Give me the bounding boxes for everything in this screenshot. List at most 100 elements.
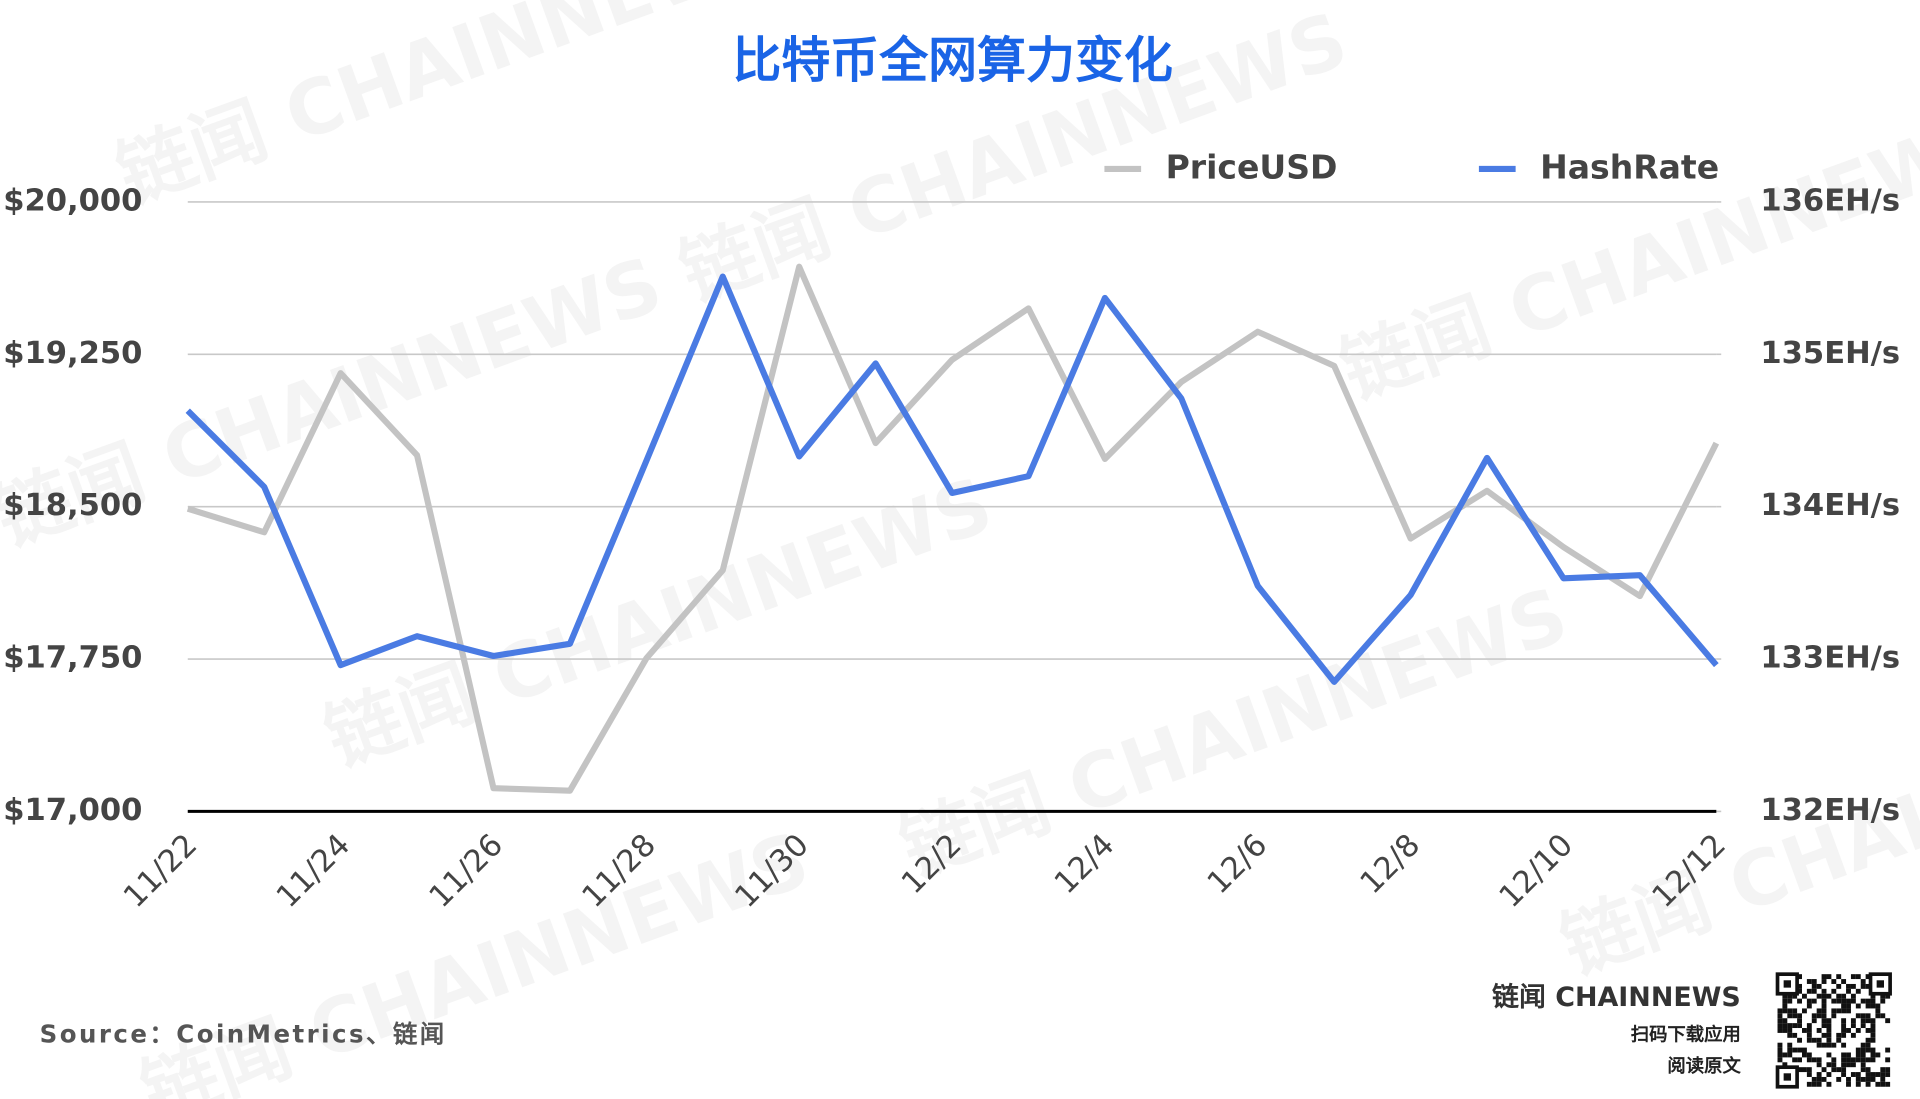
qr-cell [1846, 998, 1851, 1004]
qr-cell [1816, 1057, 1822, 1063]
qr-cell [1836, 998, 1842, 1004]
qr-cell [1826, 1081, 1832, 1087]
qr-cell [1865, 1076, 1871, 1082]
qr-cell [1797, 1023, 1802, 1029]
qr-cell [1860, 1057, 1866, 1063]
qr-cell [1885, 993, 1891, 999]
qr-cell [1777, 1057, 1783, 1063]
qr-cell [1865, 1028, 1871, 1033]
qr-cell [1841, 1023, 1847, 1029]
qr-cell [1841, 979, 1847, 984]
qr-cell [1806, 1072, 1812, 1077]
qr-cell [1880, 1072, 1886, 1077]
qr-finder-dot [1876, 980, 1884, 988]
qr-cell [1811, 1076, 1817, 1082]
qr-cell [1811, 998, 1817, 1004]
qr-cell [1831, 998, 1837, 1004]
qr-cell [1816, 1013, 1822, 1019]
qr-cell [1811, 988, 1817, 994]
qr-cell [1801, 1047, 1807, 1053]
qr-cell [1846, 983, 1851, 989]
y2-tick-label: 136EH/s [1760, 183, 1900, 218]
qr-cell [1787, 993, 1793, 999]
qr-cell [1821, 1076, 1827, 1082]
qr-code [1775, 972, 1892, 1089]
qr-cell [1806, 998, 1812, 1004]
legend-label: HashRate [1540, 147, 1719, 186]
qr-cell [1836, 983, 1842, 989]
qr-cell [1801, 1008, 1807, 1014]
chart-title: 比特币全网算力变化 [732, 32, 1172, 89]
qr-cell [1782, 1003, 1788, 1009]
qr-cell [1841, 1057, 1847, 1063]
qr-cell [1821, 1042, 1827, 1048]
qr-cell [1782, 1018, 1788, 1024]
qr-cell [1841, 1003, 1847, 1009]
qr-cell [1816, 983, 1822, 989]
qr-cell [1836, 1076, 1842, 1082]
qr-cell [1826, 1072, 1832, 1077]
qr-cell [1811, 979, 1817, 984]
y2-tick-label: 134EH/s [1760, 488, 1900, 523]
qr-cell [1850, 983, 1856, 989]
qr-cell [1860, 1023, 1866, 1029]
qr-cell [1777, 1052, 1783, 1058]
source: Source：CoinMetrics、链闻 [40, 1019, 447, 1048]
qr-cell [1870, 1032, 1876, 1038]
legend-label: PriceUSD [1166, 147, 1338, 186]
qr-cell [1787, 1032, 1793, 1038]
qr-cell [1885, 1067, 1891, 1073]
qr-cell [1880, 1081, 1886, 1087]
qr-cell [1870, 1047, 1876, 1053]
qr-cell [1841, 1062, 1847, 1068]
qr-cell [1797, 1057, 1802, 1063]
qr-cell [1797, 1037, 1802, 1043]
qr-cell [1865, 983, 1871, 989]
qr-cell [1816, 1072, 1822, 1077]
qr-cell [1855, 1047, 1861, 1053]
qr-cell [1792, 1023, 1798, 1029]
series-line [185, 273, 1719, 685]
qr-cell [1782, 1028, 1788, 1033]
qr-cell [1806, 1028, 1812, 1033]
qr-cell [1782, 1023, 1788, 1029]
qr-cell [1836, 1008, 1842, 1014]
qr-cell [1806, 979, 1812, 984]
qr-cell [1797, 998, 1802, 1004]
qr-cell [1860, 1042, 1866, 1048]
qr-cell [1811, 1037, 1817, 1043]
qr-cell [1777, 1013, 1783, 1019]
qr-cell [1855, 1057, 1861, 1063]
qr-cell [1816, 1062, 1822, 1068]
qr-cell [1821, 979, 1827, 984]
qr-cell [1787, 1013, 1793, 1019]
y-tick-label: $17,750 [3, 641, 142, 676]
qr-cell [1841, 1072, 1847, 1077]
qr-cell [1865, 1057, 1871, 1063]
qr-cell [1875, 1003, 1881, 1009]
qr-cell [1831, 1008, 1837, 1014]
qr-cell [1870, 1057, 1876, 1063]
y2-tick-label: 132EH/s [1760, 793, 1900, 828]
qr-cell [1885, 1057, 1891, 1063]
qr-cell [1841, 1032, 1847, 1038]
qr-cell [1841, 1018, 1847, 1024]
read-text: 阅读原文 [1667, 1055, 1741, 1077]
qr-cell [1782, 998, 1788, 1004]
qr-cell [1831, 979, 1837, 984]
qr-cell [1836, 1032, 1842, 1038]
qr-cell [1870, 993, 1876, 999]
qr-cell [1850, 1023, 1856, 1029]
qr-cell [1787, 1023, 1793, 1029]
qr-cell [1806, 1032, 1812, 1038]
qr-cell [1811, 983, 1817, 989]
y-tick-label: $19,250 [3, 336, 142, 371]
qr-cell [1870, 1076, 1876, 1082]
qr-cell [1806, 1023, 1812, 1029]
qr-cell [1836, 1037, 1842, 1043]
qr-cell [1885, 1018, 1891, 1024]
qr-cell [1860, 1047, 1866, 1053]
y-tick-label: $20,000 [3, 183, 142, 218]
qr-cell [1850, 1062, 1856, 1068]
qr-cell [1782, 993, 1788, 999]
